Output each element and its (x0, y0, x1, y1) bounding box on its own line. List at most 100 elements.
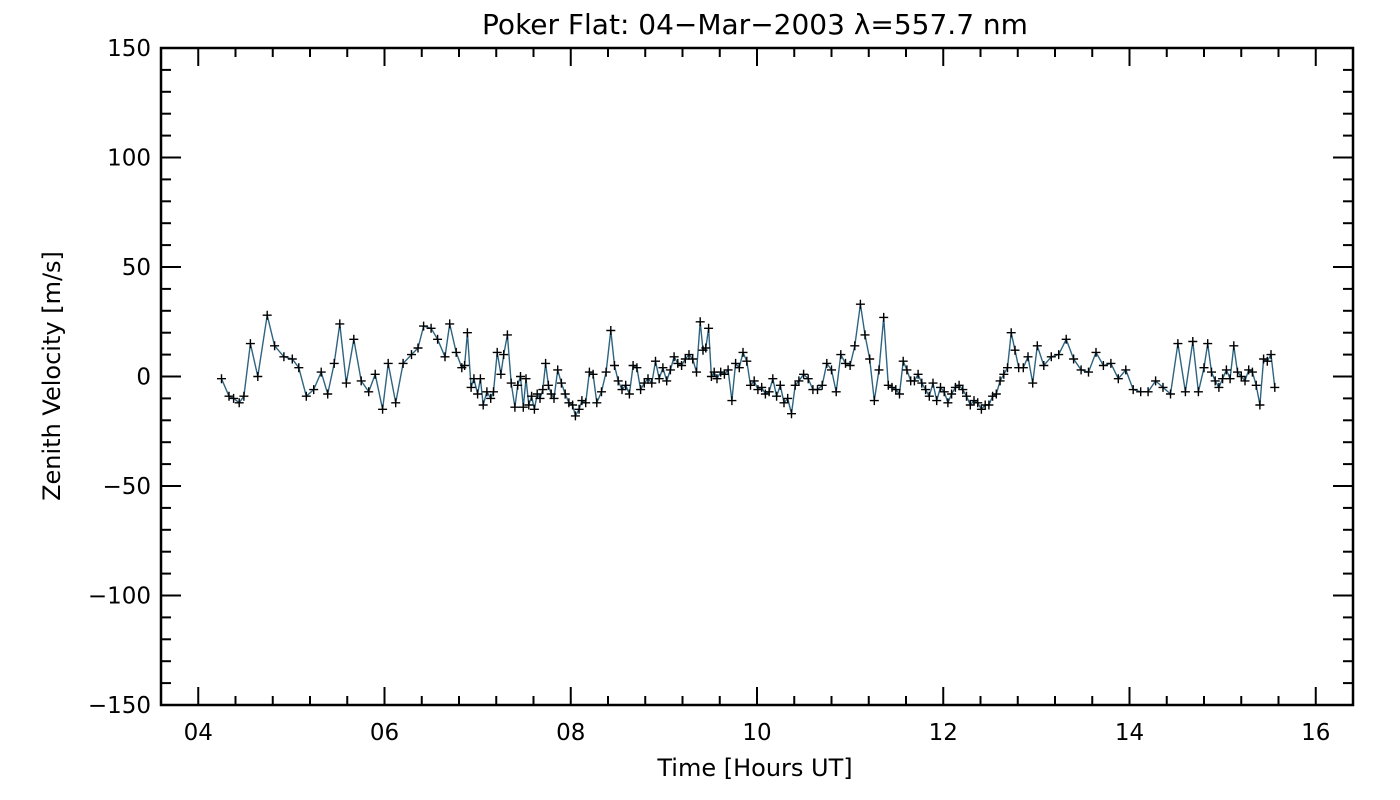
data-point (647, 378, 657, 388)
data-point (329, 358, 339, 368)
data-point (1032, 341, 1042, 351)
data-point (1240, 376, 1250, 386)
data-point (538, 385, 548, 395)
data-point (995, 376, 1005, 386)
data-point (1262, 356, 1272, 366)
data-point (475, 374, 485, 384)
data-point (577, 396, 587, 406)
data-point (734, 363, 744, 373)
data-point (958, 385, 968, 395)
data-point (632, 363, 642, 373)
data-point (665, 365, 675, 375)
data-point (1180, 387, 1190, 397)
y-tick-label: 0 (136, 365, 151, 391)
data-point (245, 339, 255, 349)
data-point (827, 365, 836, 375)
y-tick-label: 50 (122, 255, 151, 281)
data-point (787, 409, 796, 419)
data-point (976, 404, 986, 414)
data-point (253, 372, 263, 381)
y-tick-label: −50 (102, 474, 151, 500)
axis-tick-labels: 04 06 08 10 12 14 16 −150 −100 −50 0 50 100 150 (88, 36, 1331, 746)
data-point (651, 356, 660, 366)
data-point (462, 328, 472, 338)
data-point (316, 367, 326, 377)
data-point (688, 354, 698, 364)
data-point (658, 363, 668, 373)
data-point (1046, 352, 1056, 362)
data-point (654, 374, 664, 384)
data-point (1225, 374, 1235, 384)
data-point (1221, 365, 1231, 375)
data-point (478, 400, 488, 410)
y-axis-label: Zenith Velocity [m/s] (38, 251, 66, 501)
data-point (1061, 334, 1071, 344)
data-point (669, 352, 679, 362)
data-point (553, 365, 563, 375)
data-point (426, 323, 436, 333)
data-point (1091, 347, 1101, 357)
y-tick-label: −150 (88, 693, 151, 719)
data-point (895, 389, 904, 399)
data-point (677, 361, 687, 370)
data-point (643, 374, 653, 384)
data-point (1244, 365, 1254, 375)
axis-ticks (160, 47, 1354, 706)
data-point (492, 347, 502, 357)
data-point (973, 398, 983, 408)
x-tick-label: 16 (1301, 720, 1330, 746)
data-point (757, 382, 767, 392)
data-point (541, 358, 551, 368)
data-point (695, 317, 705, 327)
data-point (521, 374, 531, 384)
x-tick-label: 12 (929, 720, 958, 746)
data-point (813, 385, 822, 395)
data-point (764, 387, 774, 397)
data-point (749, 376, 759, 386)
data-point (588, 369, 598, 379)
data-point (364, 387, 374, 397)
data-point (909, 376, 919, 386)
y-tick-label: 100 (107, 146, 151, 172)
data-point (451, 347, 461, 357)
data-point (1188, 337, 1198, 346)
data-point (556, 378, 566, 388)
data-point (473, 389, 483, 399)
data-point (510, 402, 520, 412)
data-point (1143, 387, 1153, 397)
data-point (860, 330, 870, 340)
data-point (356, 376, 366, 386)
data-point (1106, 358, 1116, 368)
x-axis-label: Time [Hours UT] (656, 754, 852, 782)
chart-title: Poker Flat: 04−Mar−2003 λ=557.7 nm (482, 8, 1028, 41)
data-point (1039, 361, 1049, 370)
data-point (1247, 367, 1257, 377)
data-point (1255, 400, 1265, 410)
data-point (341, 378, 351, 388)
data-point (943, 398, 953, 408)
data-point (624, 389, 634, 399)
data-point (1076, 365, 1086, 375)
x-tick-label: 14 (1115, 720, 1144, 746)
data-point (489, 387, 498, 397)
data-point (1266, 350, 1276, 360)
data-point (822, 358, 832, 368)
data-point (768, 374, 778, 384)
data-point (1199, 363, 1209, 373)
data-point (1028, 378, 1038, 388)
data-point (460, 361, 470, 370)
data-point (581, 398, 591, 408)
data-point (549, 393, 559, 403)
data-point (794, 376, 804, 386)
data-point (1006, 328, 1016, 338)
data-point (513, 380, 523, 390)
data-point (309, 385, 319, 395)
data-point (836, 350, 846, 360)
data-point (984, 400, 994, 410)
data-point (527, 391, 537, 401)
data-point (1207, 367, 1216, 377)
data-point (921, 385, 931, 395)
data-point (947, 389, 957, 399)
data-point (370, 369, 380, 379)
data-point (560, 389, 570, 399)
